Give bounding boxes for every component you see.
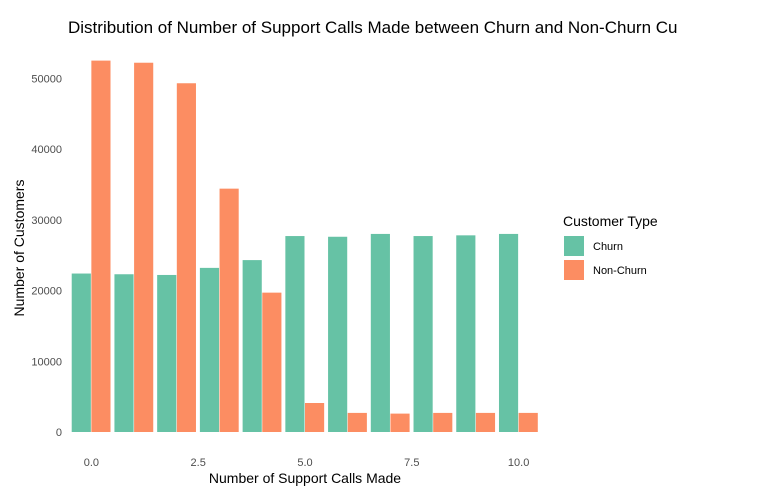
y-tick-label: 30000 bbox=[31, 215, 62, 227]
bar-non-churn-3 bbox=[219, 188, 239, 432]
x-tick-label: 10.0 bbox=[508, 457, 529, 469]
y-axis-title: Number of Customers bbox=[11, 180, 27, 317]
legend-key-churn bbox=[564, 236, 584, 256]
chart-title: Distribution of Number of Support Calls … bbox=[68, 18, 677, 37]
y-tick-label: 10000 bbox=[31, 356, 62, 368]
bar-non-churn-7 bbox=[390, 413, 410, 432]
bar-churn-10 bbox=[498, 233, 519, 432]
y-axis-ticks: 0 10000 20000 30000 40000 50000 bbox=[31, 73, 62, 439]
y-tick-label: 50000 bbox=[31, 73, 62, 85]
x-tick-label: 5.0 bbox=[297, 457, 312, 469]
legend-key-non-churn bbox=[564, 260, 584, 280]
bar-churn-8 bbox=[413, 236, 433, 432]
bar-churn-2 bbox=[157, 274, 177, 432]
legend-title: Customer Type bbox=[563, 213, 658, 229]
bar-churn-9 bbox=[456, 235, 476, 432]
bar-non-churn-0 bbox=[91, 60, 111, 433]
legend: Customer Type Churn Non-Churn bbox=[563, 213, 658, 280]
y-tick-label: 20000 bbox=[31, 286, 62, 298]
bar-churn-6 bbox=[328, 236, 348, 432]
bar-churn-7 bbox=[370, 233, 390, 432]
bar-non-churn-9 bbox=[475, 412, 496, 432]
bar-non-churn-8 bbox=[433, 412, 453, 432]
x-axis-ticks: 0.0 2.5 5.0 7.5 10.0 bbox=[84, 457, 530, 469]
plot-area bbox=[71, 60, 538, 433]
x-tick-label: 2.5 bbox=[191, 457, 206, 469]
bar-non-churn-6 bbox=[347, 412, 367, 432]
bar-non-churn-4 bbox=[262, 292, 282, 432]
bar-non-churn-2 bbox=[176, 83, 196, 432]
y-tick-label: 40000 bbox=[31, 144, 62, 156]
bar-churn-5 bbox=[285, 236, 305, 432]
bar-non-churn-5 bbox=[305, 403, 325, 432]
bar-non-churn-1 bbox=[134, 62, 154, 432]
bar-churn-0 bbox=[71, 273, 91, 432]
x-tick-label: 0.0 bbox=[84, 457, 99, 469]
bar-churn-1 bbox=[114, 274, 134, 432]
bar-non-churn-10 bbox=[518, 412, 538, 432]
legend-label-non-churn: Non-Churn bbox=[593, 265, 647, 277]
legend-label-churn: Churn bbox=[593, 241, 623, 253]
x-axis-title: Number of Support Calls Made bbox=[209, 470, 401, 486]
x-tick-label: 7.5 bbox=[404, 457, 419, 469]
bar-churn-4 bbox=[242, 260, 262, 432]
bar-churn-3 bbox=[199, 267, 220, 432]
y-tick-label: 0 bbox=[56, 427, 62, 439]
